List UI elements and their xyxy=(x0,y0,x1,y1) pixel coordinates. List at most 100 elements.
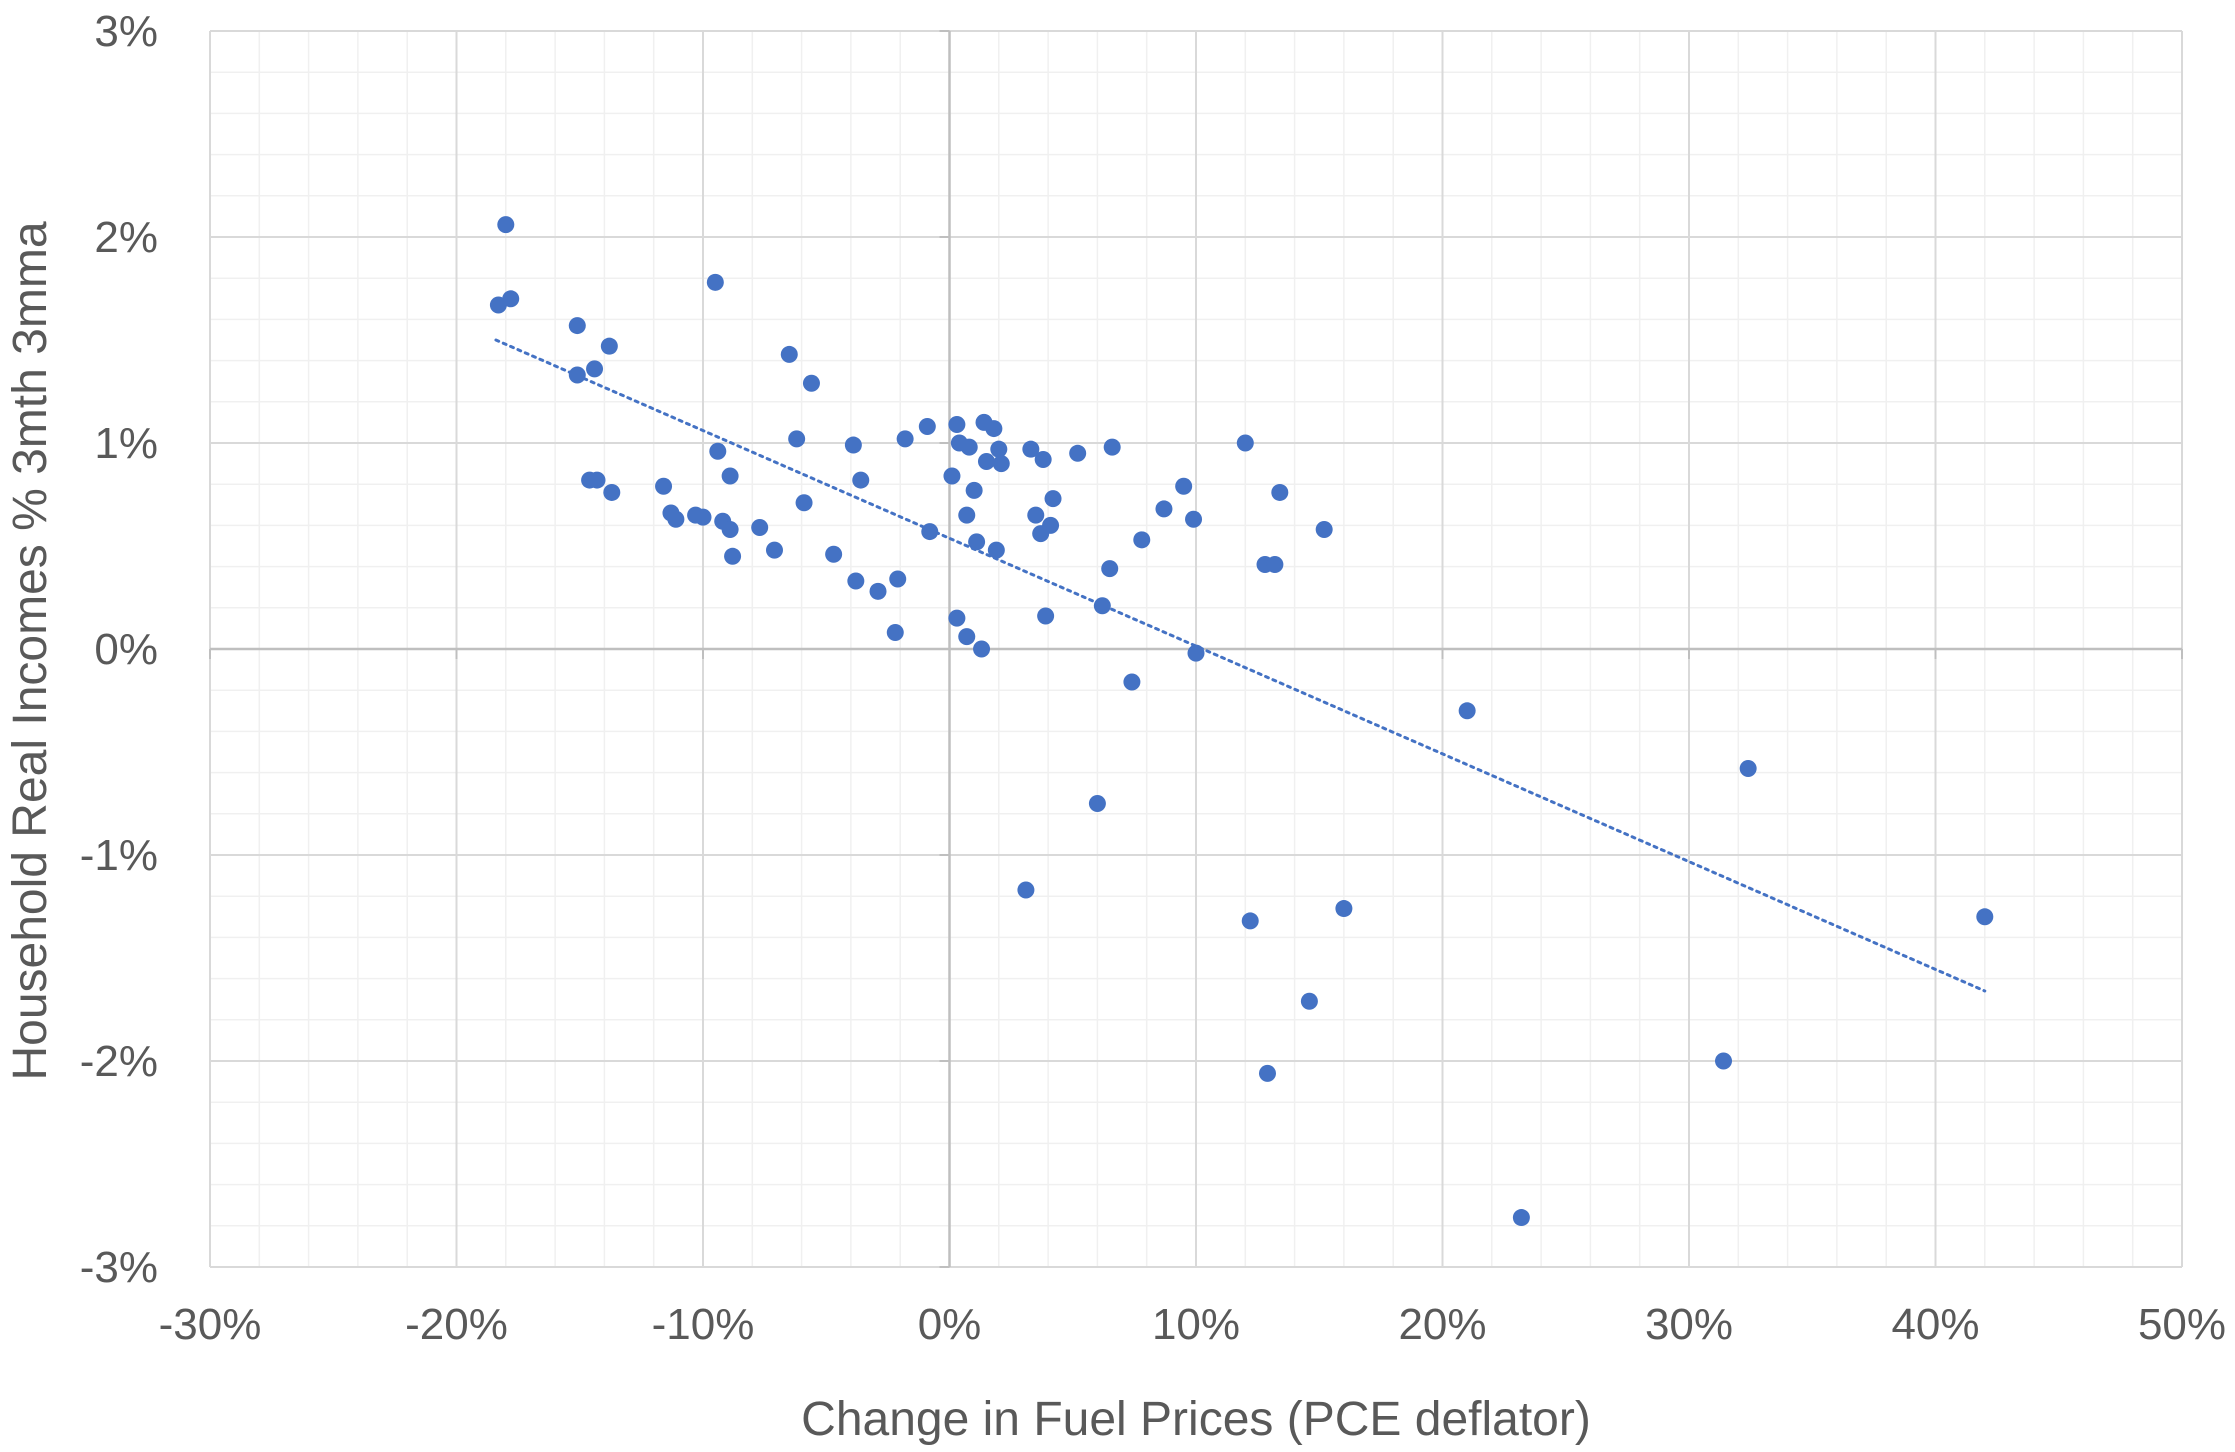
x-tick-label: 30% xyxy=(1645,1300,1733,1349)
data-point xyxy=(603,483,621,501)
data-point xyxy=(568,317,586,335)
data-point xyxy=(1093,597,1111,615)
data-point xyxy=(886,624,904,642)
data-point xyxy=(706,273,724,291)
data-point xyxy=(960,438,978,456)
data-point xyxy=(1123,673,1141,691)
data-point xyxy=(795,494,813,512)
y-tick-label: -2% xyxy=(80,1037,158,1086)
y-tick-label: 0% xyxy=(94,625,158,674)
x-tick-label: 20% xyxy=(1398,1300,1486,1349)
data-point xyxy=(896,430,914,448)
data-point xyxy=(1037,607,1055,625)
data-point xyxy=(1715,1052,1733,1070)
data-point xyxy=(844,436,862,454)
data-point xyxy=(918,418,936,436)
data-points xyxy=(489,216,1994,1227)
data-point xyxy=(1017,881,1035,899)
data-point xyxy=(1069,444,1087,462)
x-tick-label: -20% xyxy=(405,1300,508,1349)
data-point xyxy=(825,545,843,563)
data-point xyxy=(1335,900,1353,918)
data-point xyxy=(502,290,520,308)
data-point xyxy=(1266,556,1284,574)
y-tick-label: 3% xyxy=(94,7,158,56)
x-tick-label: -10% xyxy=(652,1300,755,1349)
data-point xyxy=(1512,1209,1530,1227)
data-point xyxy=(1088,795,1106,812)
data-point xyxy=(586,360,604,378)
data-point xyxy=(990,440,1008,458)
data-point xyxy=(1022,440,1040,458)
data-point xyxy=(1236,434,1254,452)
data-point xyxy=(921,523,939,541)
data-point xyxy=(600,337,618,355)
data-point xyxy=(1044,490,1062,508)
data-point xyxy=(968,533,986,551)
data-point xyxy=(1241,912,1259,930)
data-point xyxy=(1042,516,1060,534)
data-point xyxy=(802,374,820,392)
x-tick-label: 50% xyxy=(2138,1300,2226,1349)
data-point xyxy=(721,467,739,485)
data-point xyxy=(588,471,606,489)
data-point xyxy=(1185,510,1203,528)
data-point xyxy=(788,430,806,448)
data-point xyxy=(992,455,1010,473)
data-point xyxy=(958,628,976,646)
data-point xyxy=(667,510,685,528)
data-point xyxy=(943,467,961,485)
data-point xyxy=(1458,702,1476,720)
x-tick-label: 40% xyxy=(1891,1300,1979,1349)
data-point xyxy=(948,609,966,627)
data-point xyxy=(977,453,995,471)
data-point xyxy=(765,541,783,559)
data-point xyxy=(965,481,983,499)
data-point xyxy=(1976,908,1994,926)
data-point xyxy=(497,216,515,234)
y-tick-label: -1% xyxy=(80,831,158,880)
data-point xyxy=(1175,477,1193,495)
data-point xyxy=(721,521,739,539)
data-point xyxy=(948,415,966,433)
linear-trendline xyxy=(494,338,1987,993)
data-point xyxy=(709,442,727,460)
data-point xyxy=(985,420,1003,438)
x-tick-label: 10% xyxy=(1152,1300,1240,1349)
data-point xyxy=(1027,506,1045,524)
data-point xyxy=(1300,992,1318,1010)
data-point xyxy=(1271,483,1289,501)
data-point xyxy=(1133,531,1151,549)
data-point xyxy=(958,506,976,524)
y-axis-title: Household Real Incomes % 3mth 3mma xyxy=(4,221,57,1080)
data-point xyxy=(987,541,1005,559)
data-point xyxy=(1187,644,1205,662)
data-point xyxy=(655,477,673,495)
y-tick-label: 2% xyxy=(94,213,158,262)
data-point xyxy=(869,582,887,600)
x-tick-label: 0% xyxy=(918,1300,982,1349)
trendline-layer xyxy=(494,338,1987,993)
data-point xyxy=(694,508,712,526)
x-tick-label: -30% xyxy=(159,1300,262,1349)
y-tick-labels: -3% -2% -1% 0% 1% 2% 3% xyxy=(80,7,158,1292)
data-point xyxy=(973,640,991,658)
data-point xyxy=(1034,450,1052,468)
y-tick-label: 1% xyxy=(94,419,158,468)
data-point xyxy=(1155,500,1173,518)
data-point xyxy=(724,547,742,565)
data-point xyxy=(1315,521,1333,539)
y-tick-label: -3% xyxy=(80,1243,158,1292)
data-point xyxy=(1101,560,1119,578)
data-point xyxy=(847,572,865,590)
data-point xyxy=(780,345,798,363)
data-point xyxy=(1103,438,1121,456)
data-point xyxy=(1258,1064,1276,1082)
x-axis-title: Change in Fuel Prices (PCE deflator) xyxy=(801,1393,1591,1446)
data-point xyxy=(1739,759,1757,777)
data-point xyxy=(852,471,870,489)
x-tick-labels: -30% -20% -10% 0% 10% 20% 30% 40% 50% xyxy=(159,1300,2226,1349)
